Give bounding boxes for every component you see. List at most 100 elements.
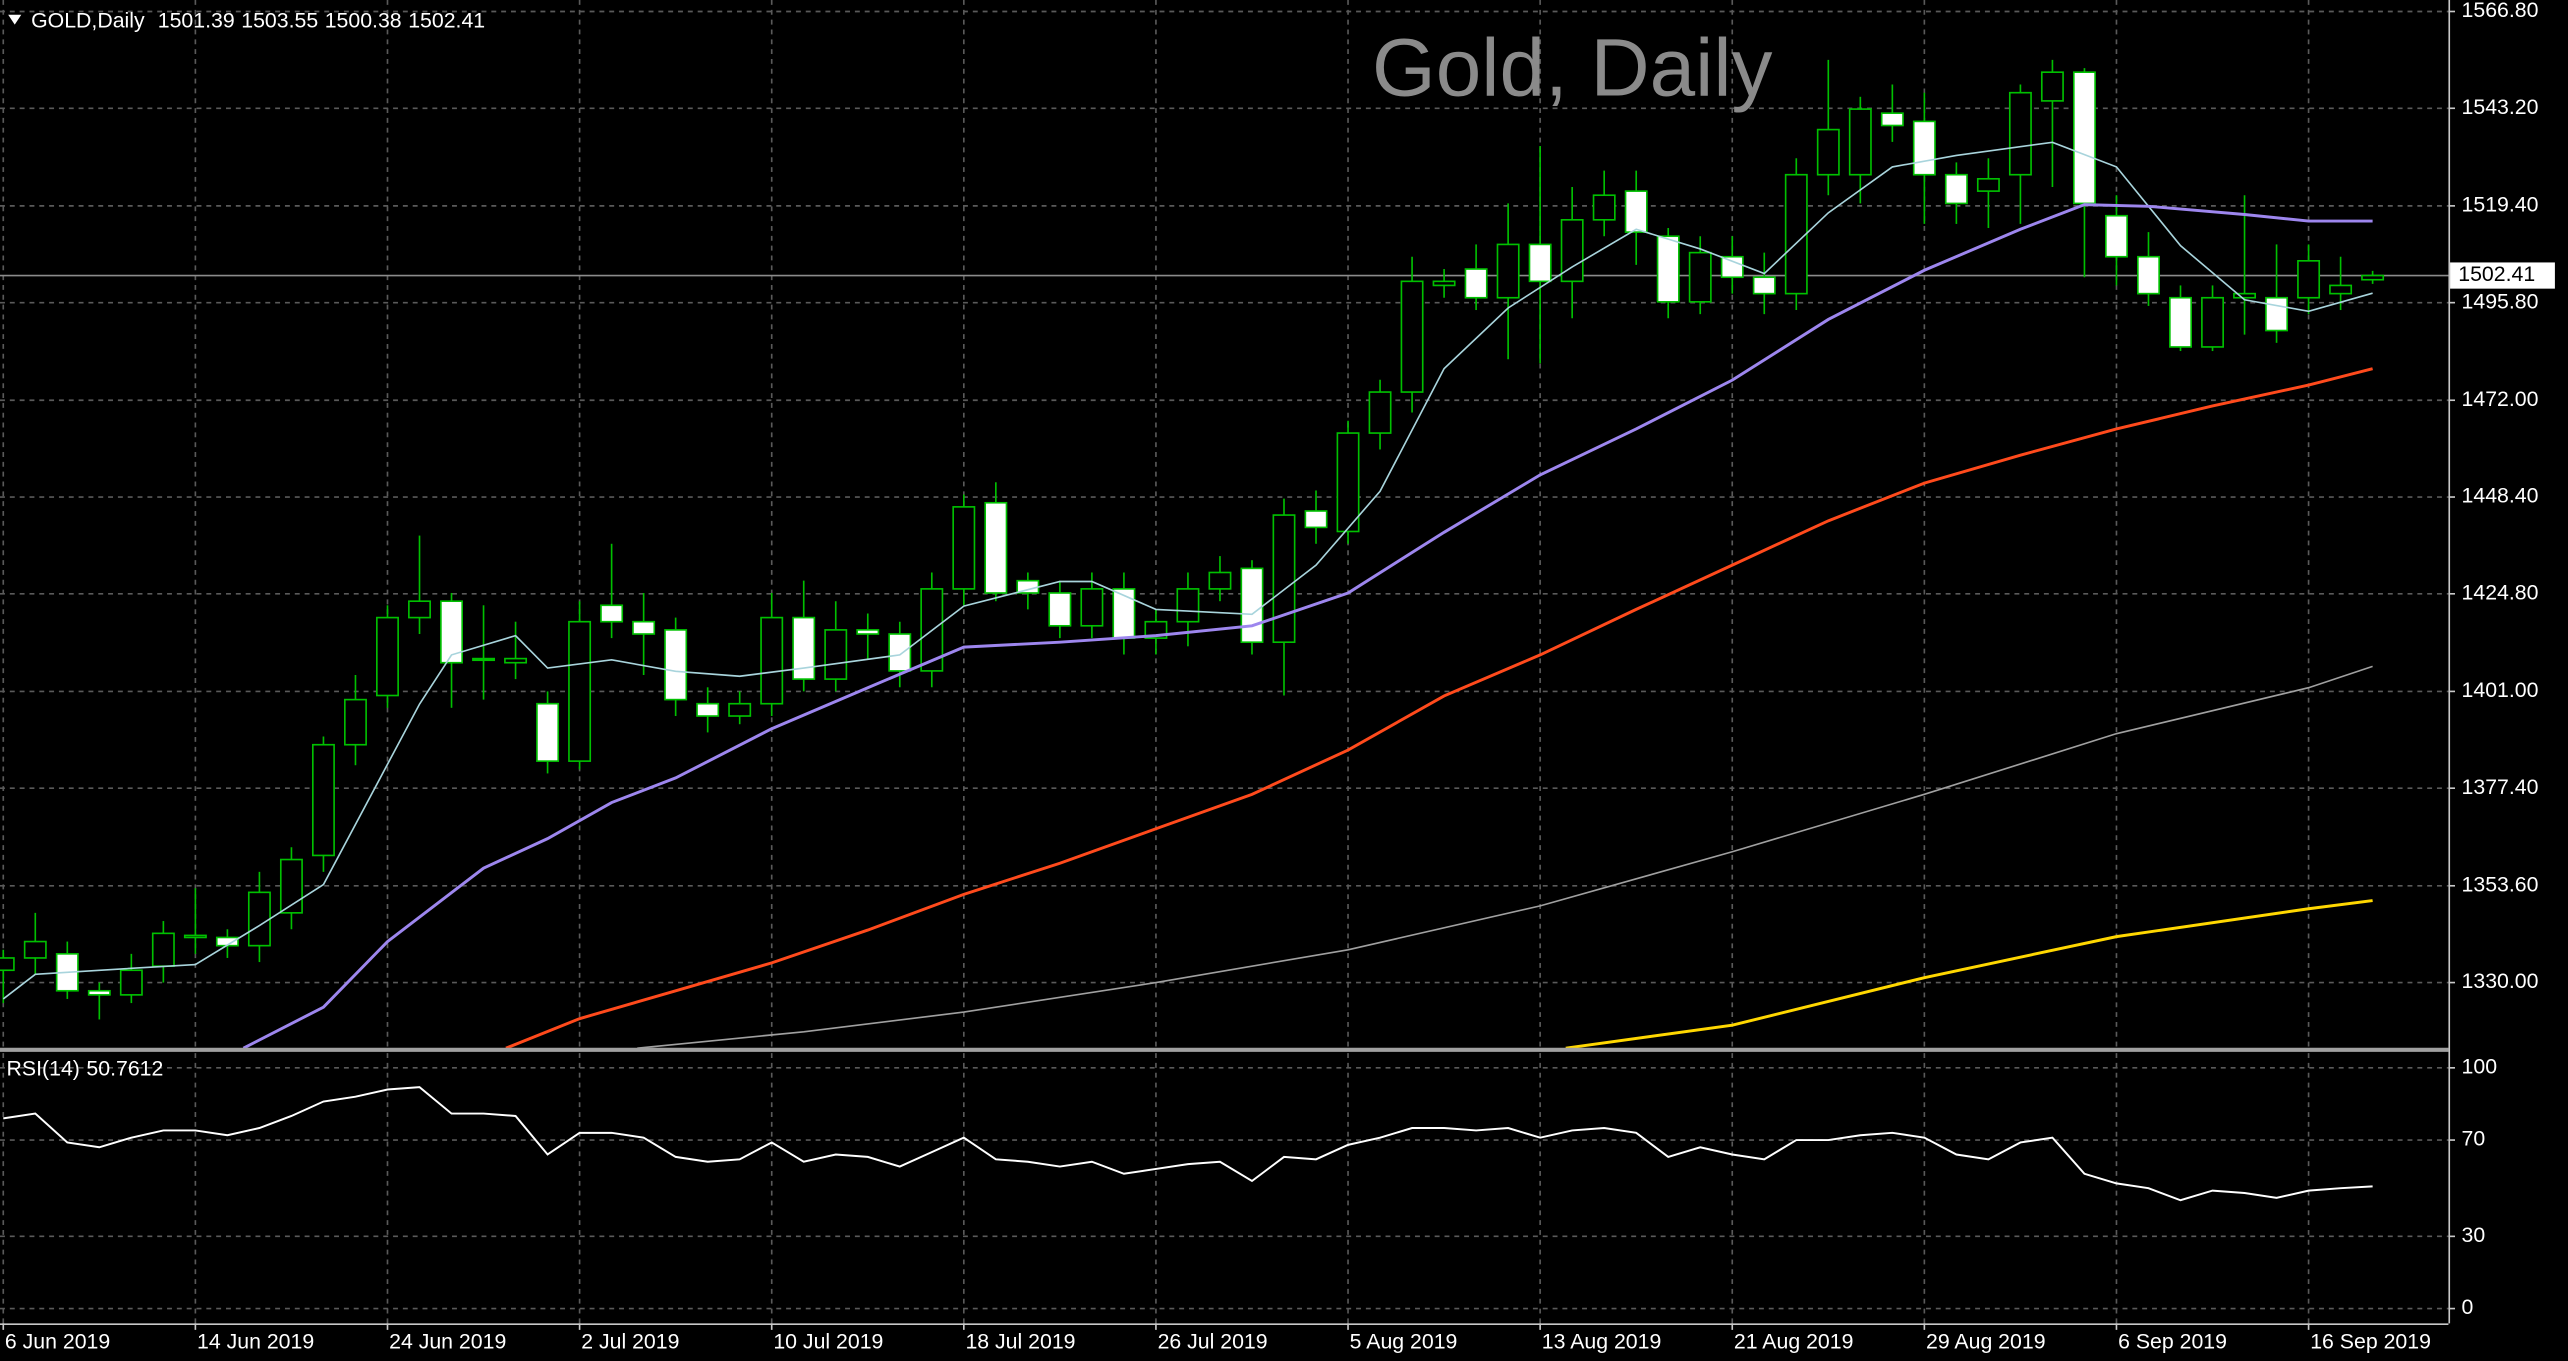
candle-body xyxy=(23,940,47,959)
candle-body xyxy=(2201,296,2224,348)
candle-body xyxy=(440,600,463,664)
candle-body xyxy=(1240,567,1264,644)
y-tick-label: 1543.20 xyxy=(2462,95,2539,119)
x-tick-label: 5 Aug 2019 xyxy=(1350,1330,1458,1354)
last-price-label: 1502.41 xyxy=(2458,262,2535,286)
candle-body xyxy=(600,604,624,623)
y-tick-label: 70 xyxy=(2462,1127,2486,1151)
y-tick-label: 1495.80 xyxy=(2462,289,2539,313)
candle-body xyxy=(2361,274,2385,281)
candle-body xyxy=(0,957,15,972)
candle-body xyxy=(1656,235,1680,303)
y-tick-label: 1377.40 xyxy=(2462,775,2539,799)
x-tick-label: 16 Sep 2019 xyxy=(2310,1330,2431,1354)
x-tick-label: 14 Jun 2019 xyxy=(197,1330,314,1354)
candle-body xyxy=(696,702,720,717)
moving-average xyxy=(2,141,2373,1000)
candle-body xyxy=(568,620,592,762)
y-tick-label: 30 xyxy=(2462,1223,2486,1247)
candle-body xyxy=(311,743,335,857)
y-tick-label: 1401.00 xyxy=(2462,678,2539,702)
candle-body xyxy=(1400,280,1424,393)
candle-body xyxy=(1272,514,1296,644)
x-tick-label: 18 Jul 2019 xyxy=(965,1330,1075,1354)
moving-average xyxy=(505,367,2373,1050)
candle-body xyxy=(344,698,367,746)
candle-body xyxy=(1912,120,1936,176)
candle-body xyxy=(1080,588,1104,627)
candle-body xyxy=(1368,391,1392,434)
rsi-header: RSI(14) 50.7612 xyxy=(7,1056,164,1080)
candle-body xyxy=(792,616,816,680)
ohlc-low: 1500.38 xyxy=(325,8,402,32)
candle-body xyxy=(1688,251,1712,303)
chart-header: GOLD,Daily 1501.39 1503.55 1500.38 1502.41 xyxy=(31,8,485,32)
chart-title: Gold, Daily xyxy=(1372,22,1772,113)
x-tick-label: 13 Aug 2019 xyxy=(1542,1330,1662,1354)
candle-body xyxy=(2105,214,2128,258)
x-tick-label: 26 Jul 2019 xyxy=(1158,1330,1268,1354)
rsi-value: 50.7612 xyxy=(86,1056,163,1080)
candle-body xyxy=(536,702,560,762)
rsi-name: RSI(14) xyxy=(7,1056,80,1080)
last-price-tag: 1502.41 xyxy=(2450,262,2555,289)
ohlc-open: 1501.39 xyxy=(158,8,235,32)
x-tick-label: 6 Jun 2019 xyxy=(5,1330,110,1354)
candle-body xyxy=(856,629,880,635)
candle-body xyxy=(1784,173,1808,295)
marks-layer xyxy=(0,59,2449,1202)
candle-body xyxy=(1944,173,1968,205)
candle-body xyxy=(664,629,688,701)
candle-body xyxy=(1048,592,1072,627)
y-tick-label: 1424.80 xyxy=(2462,580,2539,604)
candle-body xyxy=(2040,71,2064,102)
candle-body xyxy=(504,657,528,664)
y-tick-label: 1330.00 xyxy=(2462,969,2539,993)
candle-body xyxy=(632,620,656,635)
candle-body xyxy=(247,891,271,947)
candle-body xyxy=(1976,177,2000,192)
x-tick-label: 24 Jun 2019 xyxy=(389,1330,506,1354)
candle-body xyxy=(1304,510,1328,529)
candle-body xyxy=(87,989,111,996)
y-tick-label: 1566.80 xyxy=(2462,0,2539,22)
menu-triangle[interactable] xyxy=(8,14,22,25)
candle-body xyxy=(408,600,431,619)
candle-body xyxy=(1496,243,1520,299)
candle-body xyxy=(1720,255,1744,279)
candle-body xyxy=(1176,588,1200,623)
candle-body xyxy=(1432,280,1456,287)
candle-body xyxy=(2233,292,2257,299)
candle-body xyxy=(824,629,848,680)
candle-body xyxy=(1208,571,1232,590)
candle-body xyxy=(2169,296,2192,348)
candle-body xyxy=(151,932,175,967)
candle-body xyxy=(1880,112,1904,127)
x-tick-label: 2 Jul 2019 xyxy=(581,1330,679,1354)
candle-body xyxy=(2297,260,2321,299)
y-tick-label: 1472.00 xyxy=(2462,387,2539,411)
candle-body xyxy=(1464,268,1488,299)
candle-body xyxy=(984,501,1008,594)
rsi-line xyxy=(3,1086,2373,1202)
candle-body xyxy=(888,633,912,672)
candle-body xyxy=(2329,284,2353,295)
x-tick-label: 6 Sep 2019 xyxy=(2118,1330,2227,1354)
y-tick-label: 1353.60 xyxy=(2462,872,2539,896)
candle-body xyxy=(1816,128,1840,176)
x-tick-label: 10 Jul 2019 xyxy=(773,1330,883,1354)
candle-body xyxy=(760,616,784,705)
candle-body xyxy=(1592,194,1616,221)
symbol: GOLD,Daily xyxy=(31,8,145,32)
candle-body xyxy=(1752,276,1776,295)
moving-average xyxy=(637,665,2373,1049)
candle-body xyxy=(1560,218,1584,283)
candle-body xyxy=(1336,432,1360,533)
candle-body xyxy=(1848,108,1872,176)
last-price-box xyxy=(2450,262,2555,289)
candle-body xyxy=(1624,190,1648,233)
y-tick-label: 100 xyxy=(2462,1054,2498,1078)
candle-body xyxy=(952,506,976,590)
